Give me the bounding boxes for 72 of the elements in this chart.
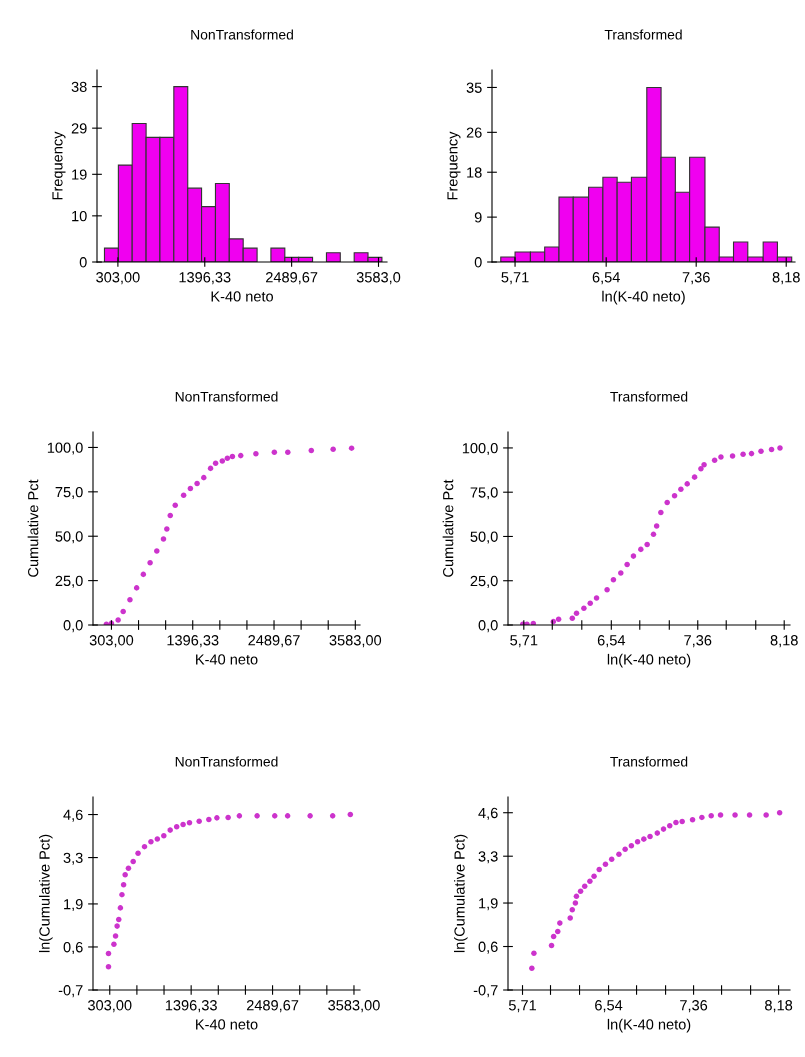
x-tick-label: 1396,33 [179, 272, 231, 285]
y-tick-label: 0,0 [63, 620, 83, 633]
y-axis-title: Cumulative Pct [442, 479, 454, 577]
y-tick-label: -0,7 [473, 985, 498, 998]
chart-title: Transformed [610, 391, 688, 402]
y-tick-label: 3,3 [478, 851, 498, 864]
y-tick-label: 100,0 [47, 442, 83, 455]
y-tick-label: 0 [79, 257, 87, 268]
x-tick-label: 303,00 [89, 635, 134, 648]
x-tick-label: 5,71 [501, 272, 529, 285]
y-tick-label: 25,0 [470, 575, 498, 588]
y-tick-label: 0,6 [63, 942, 83, 955]
x-tick-label: 8,18 [770, 635, 798, 648]
x-tick-label: 7,36 [682, 272, 710, 285]
x-tick-label: 2489,67 [248, 635, 300, 648]
y-tick-label: 3,3 [63, 852, 83, 865]
x-tick-label: 1396,33 [165, 1000, 217, 1013]
x-axis-title: ln(K-40 neto) [602, 290, 685, 305]
x-tick-label: 6,54 [595, 1000, 623, 1013]
chart-title: NonTransformed [175, 391, 278, 402]
y-tick-label: 75,0 [470, 487, 498, 500]
y-axis-title: ln(Cumulative Pct) [39, 834, 53, 953]
x-tick-label: 5,71 [510, 635, 538, 648]
x-tick-label: 8,18 [765, 1000, 793, 1013]
x-tick-label: 6,54 [592, 272, 620, 285]
chart-title: NonTransformed [175, 756, 278, 767]
x-axis-title: ln(K-40 neto) [607, 1018, 691, 1033]
x-tick-label: 5,71 [508, 1000, 536, 1013]
x-axis-title: K-40 neto [196, 654, 258, 665]
y-tick-label: 25,0 [55, 575, 83, 588]
y-tick-label: 26 [466, 127, 482, 138]
y-tick-label: 19 [72, 169, 87, 180]
y-tick-label: 18 [467, 167, 482, 178]
x-tick-label: 2489,67 [246, 1000, 299, 1013]
y-tick-label: 1,9 [479, 898, 498, 911]
x-tick-label: 8,18 [772, 272, 800, 285]
x-axis-title: K-40 neto [196, 1019, 258, 1030]
y-tick-label: 4,6 [478, 807, 498, 820]
y-tick-label: 1,9 [64, 899, 83, 912]
y-tick-label: 0 [474, 257, 482, 268]
y-axis-title: Frequency [52, 131, 66, 200]
y-tick-label: 10 [72, 210, 87, 222]
x-axis-title: K-40 neto [211, 291, 274, 302]
y-tick-label: -0,7 [58, 985, 83, 998]
y-tick-label: 9 [474, 212, 482, 223]
y-tick-label: 50,0 [470, 531, 498, 544]
y-tick-label: 0,0 [478, 620, 498, 633]
y-tick-label: 38 [71, 81, 87, 93]
chart-title: Transformed [604, 29, 682, 40]
y-tick-label: 50,0 [55, 531, 83, 544]
x-tick-label: 2489,67 [266, 272, 318, 285]
x-tick-label: 303,00 [88, 1000, 132, 1013]
x-tick-label: 3583,00 [329, 635, 382, 648]
y-tick-label: 0,6 [478, 941, 498, 954]
x-tick-label: 7,36 [680, 1000, 708, 1013]
y-tick-label: 100,0 [462, 443, 498, 456]
y-tick-label: 35 [466, 82, 482, 93]
x-tick-label: 6,54 [597, 635, 626, 648]
y-tick-label: 29 [71, 123, 87, 134]
y-axis-title: Cumulative Pct [27, 479, 39, 577]
x-axis-title: ln(K-40 neto) [607, 653, 691, 668]
y-axis-title: Frequency [447, 131, 461, 200]
y-axis-title: ln(Cumulative Pct) [454, 834, 468, 953]
chart-title: Transformed [610, 756, 688, 767]
x-tick-label: 303,00 [96, 272, 140, 285]
y-tick-label: 75,0 [55, 486, 83, 499]
x-tick-label: 3583,00 [328, 1000, 380, 1013]
chart-title: NonTransformed [191, 29, 293, 40]
x-tick-label: 7,36 [684, 635, 712, 648]
x-tick-label: 1396,33 [167, 635, 219, 648]
y-tick-label: 4,6 [63, 809, 83, 822]
x-tick-label: 3583,0 [356, 272, 401, 285]
